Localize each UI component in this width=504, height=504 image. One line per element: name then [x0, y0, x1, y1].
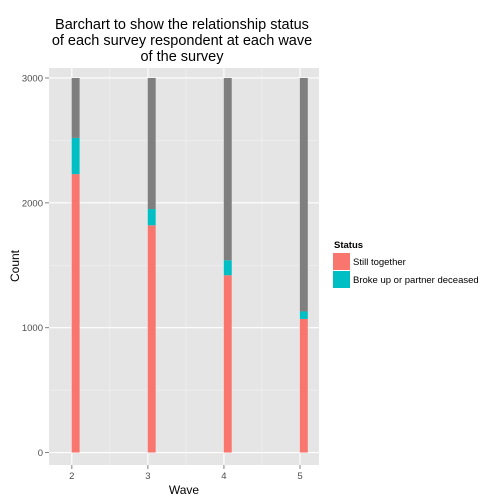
- bar-wave-4-broke-up-or-partner-deceased: [223, 260, 232, 276]
- legend-label-still-together: Still together: [353, 257, 406, 268]
- legend-title: Status: [334, 240, 363, 251]
- bar-wave-3-still-together: [147, 225, 156, 453]
- bar-wave-4-still-together: [223, 275, 232, 453]
- legend-label-broke-up: Broke up or partner deceased: [353, 275, 479, 286]
- bar-wave-5-broke-up-or-partner-deceased: [299, 311, 308, 319]
- legend-key-still-together: [333, 253, 350, 270]
- chart-title-line-1: Barchart to show the relationship status: [55, 17, 309, 33]
- chart-title-line-2: of each survey respondent at each wave: [52, 33, 312, 49]
- bar-wave-4-remainder: [223, 77, 232, 261]
- y-tick-label: 2000: [22, 198, 43, 209]
- plot-panel: [49, 68, 319, 465]
- bar-wave-5-still-together: [299, 318, 308, 453]
- y-tick-label: 1000: [22, 323, 43, 334]
- axis-ticks: 0 1000 2000 3000 2 3 4 5: [22, 73, 303, 482]
- y-axis-title: Count: [8, 249, 22, 282]
- bar-wave-3-broke-up-or-partner-deceased: [147, 209, 156, 226]
- x-tick-label: 5: [297, 471, 302, 482]
- bar-wave-5-remainder: [299, 77, 308, 312]
- legend: Status Still together Broke up or partne…: [333, 240, 479, 288]
- bar-wave-3-remainder: [147, 77, 156, 210]
- x-axis-title: Wave: [169, 483, 200, 497]
- bars: [71, 77, 308, 453]
- chart-title-line-3: of the survey: [140, 49, 224, 65]
- bar-wave-2-still-together: [71, 174, 80, 453]
- x-tick-label: 2: [69, 471, 74, 482]
- x-tick-label: 4: [221, 471, 226, 482]
- bar-wave-2-broke-up-or-partner-deceased: [71, 137, 80, 175]
- y-tick-label: 0: [38, 448, 43, 459]
- y-tick-label: 3000: [22, 73, 43, 84]
- x-tick-label: 3: [145, 471, 150, 482]
- legend-key-broke-up: [333, 271, 350, 288]
- bar-wave-2-remainder: [71, 77, 80, 138]
